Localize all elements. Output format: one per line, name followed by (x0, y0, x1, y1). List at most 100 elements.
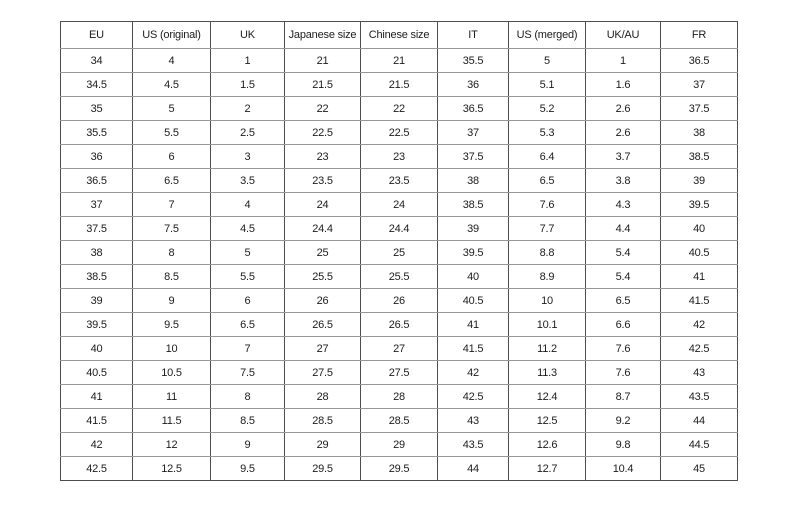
table-cell: 37 (60, 192, 133, 217)
table-cell: 7 (132, 192, 211, 217)
table-cell: 40.5 (60, 360, 133, 385)
table-cell: 10.4 (585, 456, 661, 481)
table-cell: 3.8 (585, 168, 661, 193)
table-cell: 12.7 (508, 456, 586, 481)
table-cell: 23.5 (284, 168, 361, 193)
table-cell: 4.5 (210, 216, 285, 241)
table-cell: 5.5 (132, 120, 211, 145)
table-cell: 29 (360, 432, 438, 457)
table-cell: 27.5 (284, 360, 361, 385)
table-cell: 21 (360, 48, 438, 73)
table-cell: 22.5 (360, 120, 438, 145)
shoe-size-conversion-table: EU US (original) UK Japanese size Chinese si… (60, 21, 738, 481)
table-cell: 23 (284, 144, 361, 169)
table-cell: 4.5 (132, 72, 211, 97)
table-cell: 8 (132, 240, 211, 265)
table-cell: 5.5 (210, 264, 285, 289)
column-header: Japanese size (284, 21, 361, 49)
table-cell: 6 (210, 288, 285, 313)
table-cell: 8.8 (508, 240, 586, 265)
table-cell: 10.5 (132, 360, 211, 385)
table-cell: 34 (60, 48, 133, 73)
table-cell: 7.5 (210, 360, 285, 385)
table-cell: 6.4 (508, 144, 586, 169)
table-cell: 7.6 (508, 192, 586, 217)
column-header: UK/AU (585, 21, 661, 49)
table-cell: 39.5 (660, 192, 738, 217)
table-cell: 28 (284, 384, 361, 409)
table-cell: 38 (437, 168, 509, 193)
table-cell: 2.5 (210, 120, 285, 145)
table-row: 38.5 8.5 5.5 25.5 25.5 40 8.9 5.4 41 (60, 264, 738, 289)
table-cell: 22 (284, 96, 361, 121)
table-cell: 37 (437, 120, 509, 145)
table-cell: 37.5 (437, 144, 509, 169)
size-conversion-table-container: EU US (original) UK Japanese size Chinese si… (60, 21, 738, 481)
table-cell: 11.2 (508, 336, 586, 361)
table-cell: 4.4 (585, 216, 661, 241)
table-cell: 41 (437, 312, 509, 337)
table-cell: 9.8 (585, 432, 661, 457)
table-row: 38 8 5 25 25 39.5 8.8 5.4 40.5 (60, 240, 738, 265)
table-cell: 7 (210, 336, 285, 361)
table-cell: 9.2 (585, 408, 661, 433)
table-cell: 6.6 (585, 312, 661, 337)
table-cell: 7.5 (132, 216, 211, 241)
table-cell: 6.5 (585, 288, 661, 313)
table-cell: 21.5 (284, 72, 361, 97)
table-cell: 5 (132, 96, 211, 121)
table-row: 35 5 2 22 22 36.5 5.2 2.6 37.5 (60, 96, 738, 121)
table-cell: 38.5 (660, 144, 738, 169)
table-cell: 35 (60, 96, 133, 121)
table-cell: 11.3 (508, 360, 586, 385)
table-cell: 37 (660, 72, 738, 97)
table-row: 34.5 4.5 1.5 21.5 21.5 36 5.1 1.6 37 (60, 72, 738, 97)
table-cell: 25.5 (284, 264, 361, 289)
table-cell: 7.6 (585, 336, 661, 361)
table-cell: 6.5 (132, 168, 211, 193)
table-cell: 44.5 (660, 432, 738, 457)
table-cell: 40.5 (437, 288, 509, 313)
table-body: 34 4 1 21 21 35.5 5 1 36.5 34.5 4.5 1.5 21.5 21.5 36 5.… (60, 48, 738, 481)
table-cell: 26.5 (360, 312, 438, 337)
table-cell: 8 (210, 384, 285, 409)
table-cell: 2.6 (585, 120, 661, 145)
table-cell: 28 (360, 384, 438, 409)
table-cell: 9 (210, 432, 285, 457)
column-header: IT (437, 21, 509, 49)
table-cell: 5 (210, 240, 285, 265)
table-cell: 42.5 (60, 456, 133, 481)
table-cell: 41.5 (437, 336, 509, 361)
table-cell: 40 (660, 216, 738, 241)
column-header: UK (210, 21, 285, 49)
table-cell: 12 (132, 432, 211, 457)
table-cell: 5.3 (508, 120, 586, 145)
table-cell: 1 (210, 48, 285, 73)
table-row: 42.5 12.5 9.5 29.5 29.5 44 12.7 10.4 45 (60, 456, 738, 481)
table-cell: 43 (437, 408, 509, 433)
table-row: 40.5 10.5 7.5 27.5 27.5 42 11.3 7.6 43 (60, 360, 738, 385)
table-cell: 6 (132, 144, 211, 169)
table-cell: 5.1 (508, 72, 586, 97)
table-cell: 3.5 (210, 168, 285, 193)
table-cell: 1.6 (585, 72, 661, 97)
table-cell: 9.5 (210, 456, 285, 481)
table-cell: 10 (132, 336, 211, 361)
table-cell: 5.2 (508, 96, 586, 121)
table-cell: 35.5 (437, 48, 509, 73)
table-cell: 2.6 (585, 96, 661, 121)
table-cell: 24 (360, 192, 438, 217)
column-header: FR (660, 21, 738, 49)
table-cell: 24 (284, 192, 361, 217)
table-cell: 8.9 (508, 264, 586, 289)
table-cell: 6.5 (210, 312, 285, 337)
table-cell: 28.5 (284, 408, 361, 433)
table-cell: 9 (132, 288, 211, 313)
table-cell: 42 (660, 312, 738, 337)
table-cell: 23 (360, 144, 438, 169)
table-cell: 10.1 (508, 312, 586, 337)
table-cell: 12.5 (132, 456, 211, 481)
table-cell: 27.5 (360, 360, 438, 385)
table-cell: 21 (284, 48, 361, 73)
